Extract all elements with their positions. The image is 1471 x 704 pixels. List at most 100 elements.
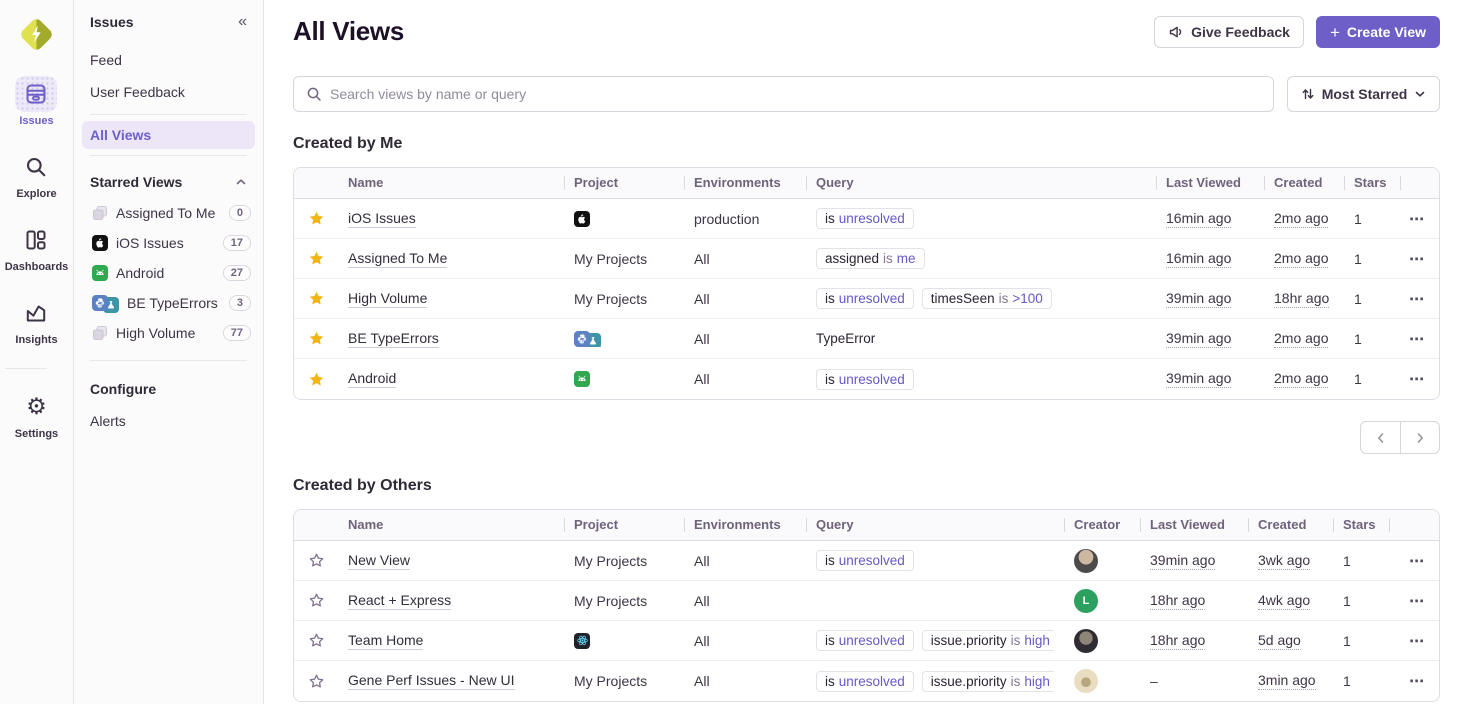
- query-cell: is unresolved: [806, 550, 1064, 571]
- row-overflow-menu-icon[interactable]: ⋯: [1409, 673, 1425, 690]
- last-viewed-value: 39min ago: [1150, 551, 1216, 570]
- divider: [90, 114, 247, 115]
- bolt-icon: [32, 25, 41, 43]
- column-header-project: Project: [564, 176, 684, 190]
- configure-header: Configure: [90, 381, 157, 397]
- view-name-link[interactable]: React + Express: [348, 591, 452, 610]
- star-outline-icon[interactable]: [294, 673, 338, 690]
- explore-icon: [15, 149, 57, 185]
- creator-cell: [1064, 669, 1140, 693]
- sentry-logo[interactable]: [17, 14, 57, 54]
- created-value: 18hr ago: [1274, 289, 1330, 308]
- sidebar-item-all-views[interactable]: All Views: [82, 121, 255, 149]
- environments-value: All: [694, 290, 710, 307]
- star-filled-icon[interactable]: [294, 330, 338, 347]
- sidebar-item-feed[interactable]: Feed: [90, 52, 122, 68]
- row-overflow-menu-icon[interactable]: ⋯: [1409, 632, 1425, 650]
- view-row: New View My Projects All is unresolved 39min …: [294, 541, 1439, 581]
- apple-project-icon: [92, 235, 108, 251]
- sidebar-item-alerts[interactable]: Alerts: [90, 413, 126, 429]
- column-header-query: Query: [806, 518, 1064, 532]
- create-view-button[interactable]: + Create View: [1315, 16, 1440, 48]
- star-filled-icon[interactable]: [294, 210, 338, 227]
- view-name-link[interactable]: Android: [348, 370, 397, 388]
- dashboards-icon: [15, 222, 57, 258]
- collapse-chevrons-icon[interactable]: «: [238, 13, 247, 30]
- react-project-icon: [574, 632, 590, 649]
- row-overflow-menu-icon[interactable]: ⋯: [1409, 210, 1425, 228]
- starred-view-be-typeerrors[interactable]: BE TypeErrors 3: [74, 288, 263, 318]
- starred-view-assigned-to-me[interactable]: Assigned To Me 0: [74, 198, 263, 228]
- stars-count: 1: [1354, 250, 1362, 267]
- view-name-link[interactable]: Gene Perf Issues - New UI: [348, 672, 515, 690]
- view-row: High Volume My Projects All is unresolved tim…: [294, 279, 1439, 319]
- environments-value: All: [694, 552, 710, 569]
- star-outline-icon[interactable]: [294, 552, 338, 569]
- column-header-last-viewed: Last Viewed: [1156, 176, 1264, 190]
- row-overflow-menu-icon[interactable]: ⋯: [1409, 592, 1425, 610]
- starred-view-high-volume[interactable]: High Volume 77: [74, 318, 263, 348]
- environments-value: All: [694, 592, 710, 609]
- table-header-row: Name Project Environments Query Creator Last …: [294, 510, 1439, 541]
- view-row: BE TypeErrors All TypeError 39min ago 2mo ag…: [294, 319, 1439, 359]
- rail-item-settings[interactable]: ⚙ Settings: [5, 389, 69, 440]
- view-row: iOS Issues production is unresolved 16min ag…: [294, 199, 1439, 239]
- divider: [4, 368, 47, 369]
- previous-page-button[interactable]: [1361, 422, 1400, 453]
- row-overflow-menu-icon[interactable]: ⋯: [1409, 330, 1425, 348]
- rail-item-issues[interactable]: Issues: [5, 76, 69, 127]
- star-filled-icon[interactable]: [294, 250, 338, 267]
- creator-avatar: L: [1074, 588, 1098, 613]
- row-overflow-menu-icon[interactable]: ⋯: [1409, 290, 1425, 308]
- issues-sidebar: Issues « Feed User Feedback All Views Sta…: [74, 0, 264, 704]
- column-header-created: Created: [1248, 518, 1333, 532]
- divider: [90, 360, 247, 361]
- creator-avatar: [1074, 628, 1098, 653]
- project-label: My Projects: [574, 290, 648, 307]
- starred-view-ios-issues[interactable]: iOS Issues 17: [74, 228, 263, 258]
- give-feedback-button[interactable]: Give Feedback: [1154, 16, 1304, 48]
- last-viewed-value: 18hr ago: [1150, 591, 1206, 610]
- star-filled-icon[interactable]: [294, 290, 338, 307]
- insights-icon: [15, 295, 57, 331]
- view-name-link[interactable]: New View: [348, 551, 410, 570]
- view-name-link[interactable]: High Volume: [348, 289, 428, 308]
- search-views-input[interactable]: [330, 86, 1261, 102]
- python-project-icon: [574, 330, 590, 347]
- view-row: Android All is unresolved 39min ago 2mo ago 1 ⋯: [294, 359, 1439, 399]
- created-value: 3wk ago: [1258, 551, 1311, 570]
- view-name-link[interactable]: BE TypeErrors: [348, 329, 439, 348]
- created-by-me-table: Name Project Environments Query Last Viewed C…: [293, 167, 1440, 400]
- rail-item-dashboards[interactable]: Dashboards: [5, 222, 68, 273]
- chevron-up-icon[interactable]: [235, 176, 247, 188]
- star-filled-icon[interactable]: [294, 371, 338, 388]
- view-row: React + Express My Projects All L 18hr ago 4w…: [294, 581, 1439, 621]
- sidebar-item-user-feedback[interactable]: User Feedback: [90, 84, 185, 100]
- star-outline-icon[interactable]: [294, 592, 338, 609]
- starred-view-android[interactable]: Android 27: [74, 258, 263, 288]
- star-outline-icon[interactable]: [294, 632, 338, 649]
- row-overflow-menu-icon[interactable]: ⋯: [1409, 552, 1425, 570]
- stars-count: 1: [1354, 330, 1362, 347]
- apple-project-icon: [574, 210, 590, 227]
- last-viewed-value: –: [1150, 673, 1158, 689]
- chevron-down-icon: [1415, 91, 1425, 97]
- project-label: My Projects: [574, 552, 648, 569]
- query-token-chip: timesSeen is >100: [921, 288, 1052, 309]
- row-overflow-menu-icon[interactable]: ⋯: [1409, 371, 1425, 388]
- view-name-link[interactable]: Team Home: [348, 631, 424, 650]
- row-overflow-menu-icon[interactable]: ⋯: [1409, 250, 1425, 268]
- rail-item-insights[interactable]: Insights: [5, 295, 69, 346]
- last-viewed-value: 39min ago: [1166, 289, 1232, 308]
- sort-label: Most Starred: [1321, 86, 1408, 102]
- rail-item-explore[interactable]: Explore: [5, 149, 69, 200]
- query-cell: is unresolved issue.priority is high: [806, 670, 1064, 692]
- column-header-environments: Environments: [684, 518, 806, 532]
- column-header-stars: Stars: [1344, 176, 1400, 190]
- project-icons: [574, 371, 590, 387]
- sort-dropdown[interactable]: Most Starred: [1287, 76, 1440, 112]
- next-page-button[interactable]: [1400, 422, 1439, 453]
- view-name-link[interactable]: iOS Issues: [348, 209, 416, 228]
- pagination: [1360, 421, 1440, 454]
- view-name-link[interactable]: Assigned To Me: [348, 249, 448, 268]
